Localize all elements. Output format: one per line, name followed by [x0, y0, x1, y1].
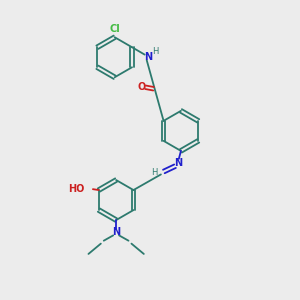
Text: HO: HO	[69, 184, 85, 194]
Text: N: N	[144, 52, 152, 62]
Text: H: H	[151, 168, 158, 177]
Text: N: N	[112, 227, 120, 237]
Text: N: N	[174, 158, 182, 168]
Text: Cl: Cl	[109, 24, 120, 34]
Text: O: O	[137, 82, 145, 92]
Text: H: H	[152, 47, 159, 56]
